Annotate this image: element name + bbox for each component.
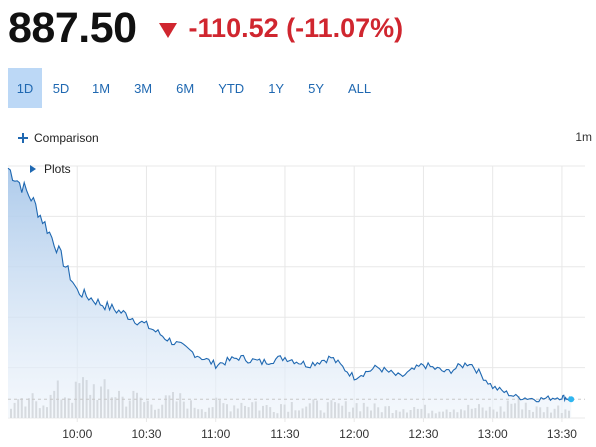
tab-1d[interactable]: 1D (8, 68, 42, 108)
last-price-marker (568, 396, 575, 403)
price-change: -110.52 (-11.07%) (188, 12, 404, 43)
down-triangle-icon (158, 22, 177, 38)
tab-5y[interactable]: 5Y (308, 80, 324, 96)
tab-5d[interactable]: 5D (52, 80, 70, 96)
tab-ytd[interactable]: YTD (218, 80, 245, 96)
play-icon (30, 165, 36, 173)
tab-1m[interactable]: 1M (92, 80, 111, 96)
x-axis-ticks: 10:00 10:30 11:00 11:30 12:00 12:30 13:00 13:30 (62, 427, 577, 441)
x-tick-label: 10:00 (62, 427, 92, 441)
tab-1y[interactable]: 1Y (268, 80, 285, 96)
tab-3m[interactable]: 3M (134, 80, 153, 96)
x-tick-label: 13:00 (478, 427, 508, 441)
interval-selector[interactable]: 1m (575, 130, 592, 144)
x-tick-label: 11:00 (201, 427, 230, 441)
plus-icon (18, 133, 28, 143)
x-tick-label: 13:30 (547, 427, 577, 441)
price-line (7, 167, 572, 403)
x-tick-label: 10:30 (131, 427, 161, 441)
x-tick-label: 11:30 (270, 427, 299, 441)
tab-all[interactable]: ALL (348, 80, 372, 96)
quote-header: 887.50 -110.52 (-11.07%) (8, 4, 403, 52)
x-tick-label: 12:00 (339, 427, 369, 441)
plots-label: Plots (44, 162, 71, 176)
x-tick-label: 12:30 (408, 427, 438, 441)
comparison-label: Comparison (34, 131, 99, 145)
tab-6m[interactable]: 6M (176, 80, 195, 96)
plots-toggle[interactable]: Plots (30, 162, 71, 176)
price-area (8, 168, 572, 418)
comparison-button[interactable]: Comparison (18, 131, 99, 145)
time-range-tabs: 1D 5D 1M 3M 6M YTD 1Y 5Y ALL (8, 68, 383, 108)
last-price: 887.50 (8, 3, 137, 52)
